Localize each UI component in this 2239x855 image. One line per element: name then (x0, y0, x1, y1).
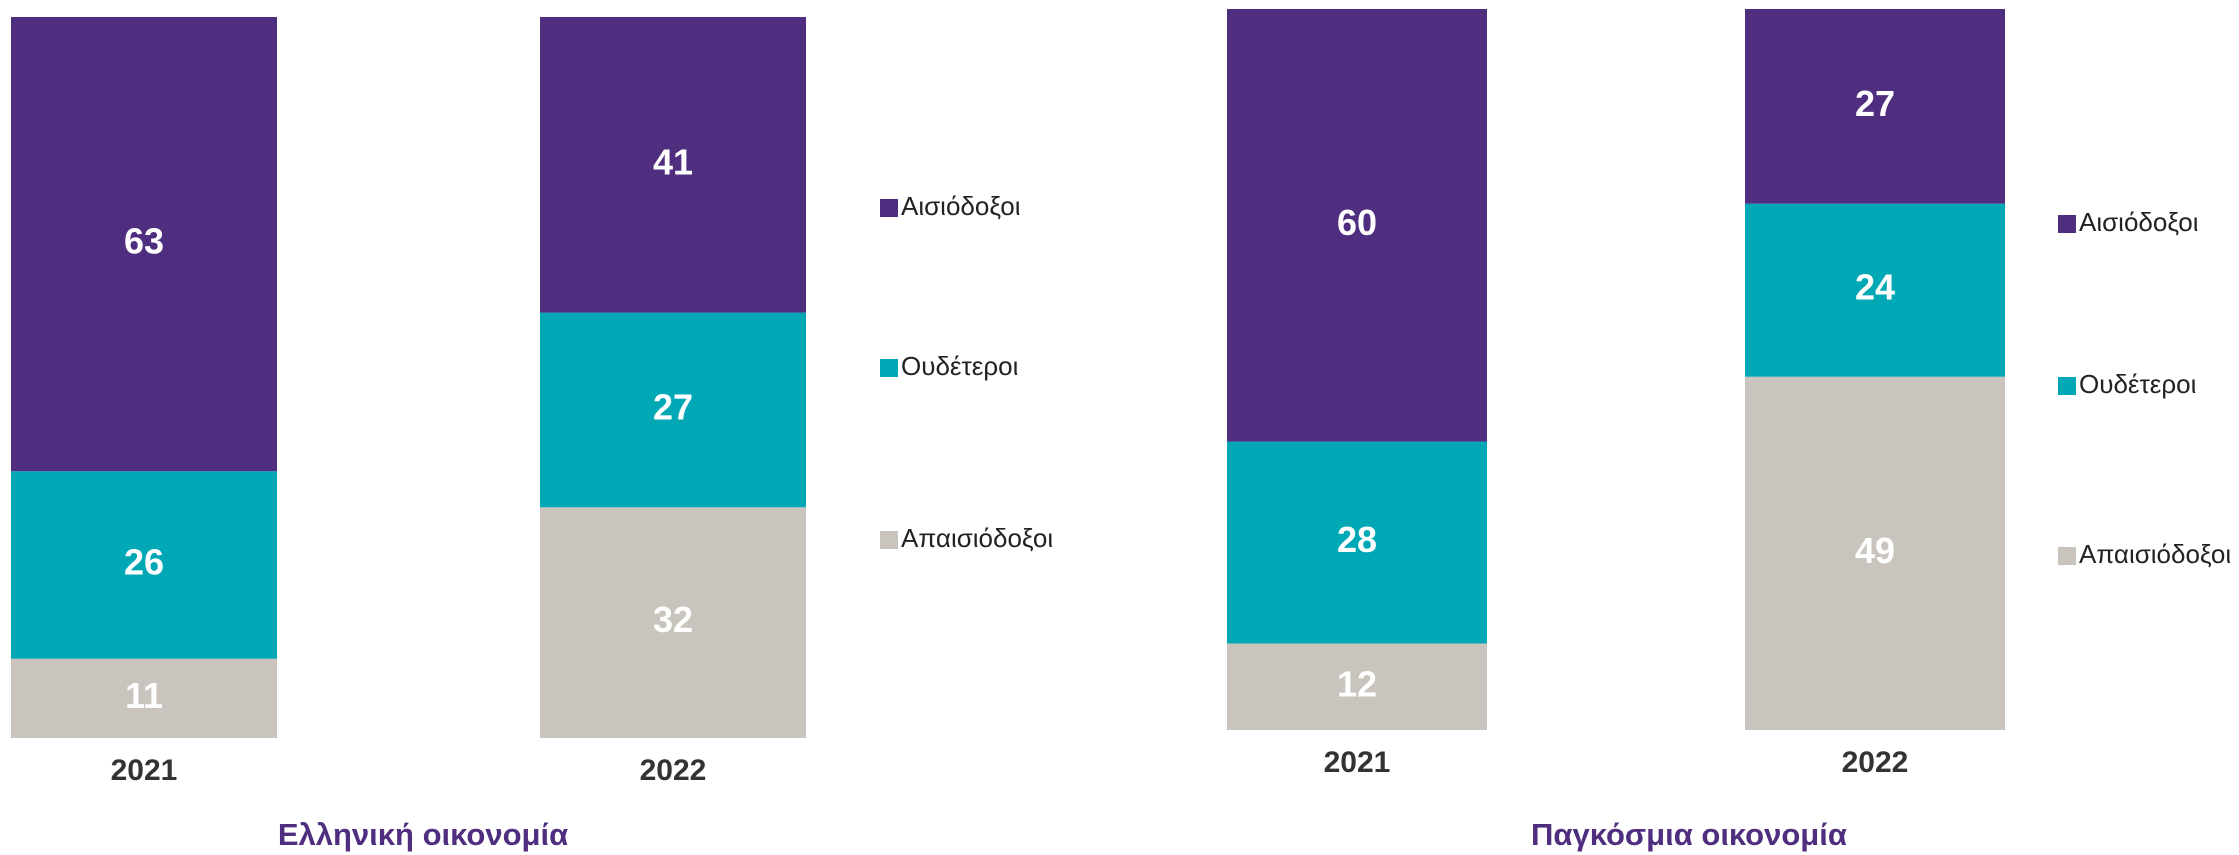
legend-label: Ουδέτεροι (2079, 369, 2197, 399)
value-label: 32 (653, 599, 693, 640)
legend-label: Αισιόδοξοι (901, 191, 1021, 221)
bar-segment (540, 507, 806, 738)
legend-label: Απαισιόδοξοι (901, 523, 1053, 553)
value-label: 41 (653, 141, 693, 182)
bar-segment (11, 17, 277, 472)
chart-title: Ελληνική οικονομία (278, 817, 568, 852)
value-label: 63 (124, 221, 164, 262)
legend-swatch (2058, 377, 2076, 395)
value-label: 27 (653, 386, 693, 427)
value-label: 28 (1337, 519, 1377, 560)
legend-swatch (2058, 547, 2076, 565)
bar-segment (540, 17, 806, 313)
x-tick-label: 2021 (111, 754, 178, 787)
bar-segment (1745, 203, 2005, 377)
bar-segment (1227, 643, 1487, 730)
legend-swatch (880, 531, 898, 549)
x-tick-label: 2022 (640, 754, 707, 787)
x-tick-label: 2022 (1842, 746, 1909, 779)
bar-segment (540, 312, 806, 508)
legend-swatch (2058, 215, 2076, 233)
bar-segment (11, 658, 277, 738)
chart-title: Παγκόσμια οικονομία (1531, 817, 1847, 852)
legend-swatch (880, 199, 898, 217)
value-label: 11 (125, 675, 163, 716)
bar-segment (1227, 9, 1487, 442)
value-label: 12 (1337, 663, 1377, 704)
legend-swatch (880, 359, 898, 377)
value-label: 26 (124, 541, 164, 582)
value-label: 60 (1337, 202, 1377, 243)
bar-segment (1745, 9, 2005, 204)
bar-segment (11, 471, 277, 659)
bar-segment (1745, 376, 2005, 730)
value-label: 27 (1855, 83, 1895, 124)
x-tick-label: 2021 (1324, 746, 1391, 779)
bar-segment (1227, 441, 1487, 644)
legend-label: Απαισιόδοξοι (2079, 539, 2231, 569)
legend-label: Αισιόδοξοι (2079, 207, 2199, 237)
value-label: 24 (1855, 267, 1895, 308)
legend-label: Ουδέτεροι (901, 351, 1019, 381)
value-label: 49 (1855, 530, 1895, 571)
